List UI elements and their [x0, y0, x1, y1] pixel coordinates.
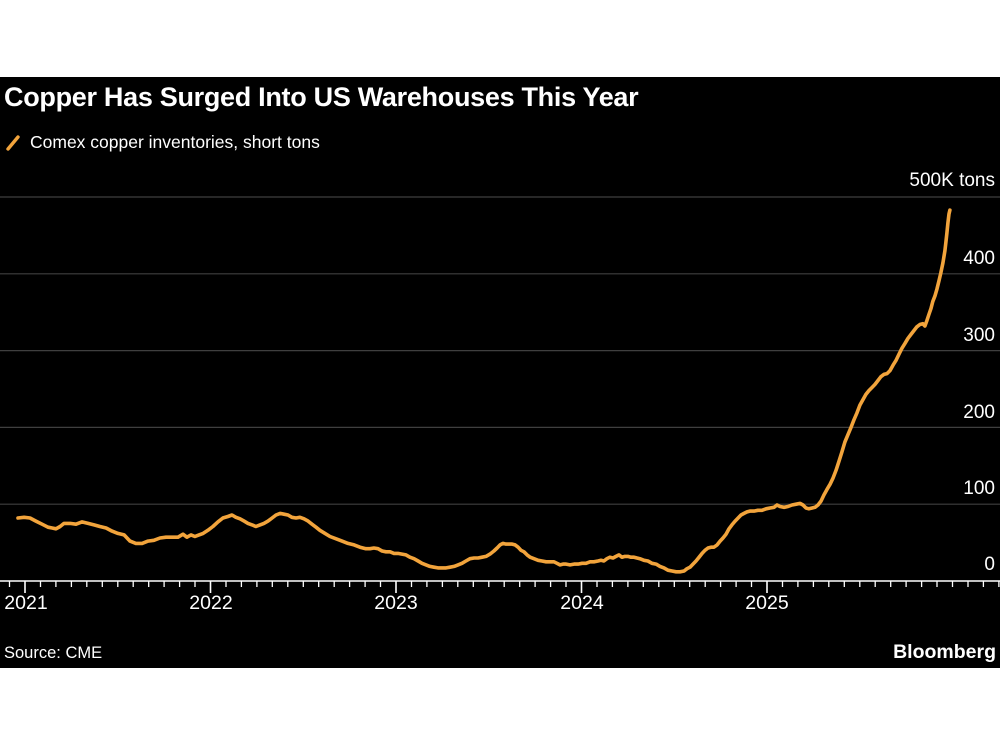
y-axis-label: 400 [963, 248, 995, 269]
x-axis-label: 2022 [189, 592, 233, 614]
x-axis-label: 2023 [374, 592, 418, 614]
y-axis-label: 0 [984, 554, 995, 575]
chart-panel [0, 77, 1000, 668]
y-axis-label: 200 [963, 402, 995, 423]
x-axis-label: 2021 [4, 592, 48, 614]
bloomberg-logo: Bloomberg [893, 641, 996, 663]
series-swatch-icon [5, 134, 21, 152]
y-axis-label: 500K tons [909, 170, 995, 191]
chart-title: Copper Has Surged Into US Warehouses Thi… [4, 82, 639, 112]
y-axis-label: 100 [963, 478, 995, 499]
x-axis-label: 2025 [745, 592, 789, 614]
source-attribution: Source: CME [4, 644, 103, 662]
legend-label: Comex copper inventories, short tons [30, 132, 320, 152]
y-axis-label: 300 [963, 325, 995, 346]
legend: Comex copper inventories, short tons [5, 132, 320, 153]
x-axis-label: 2024 [560, 592, 604, 614]
